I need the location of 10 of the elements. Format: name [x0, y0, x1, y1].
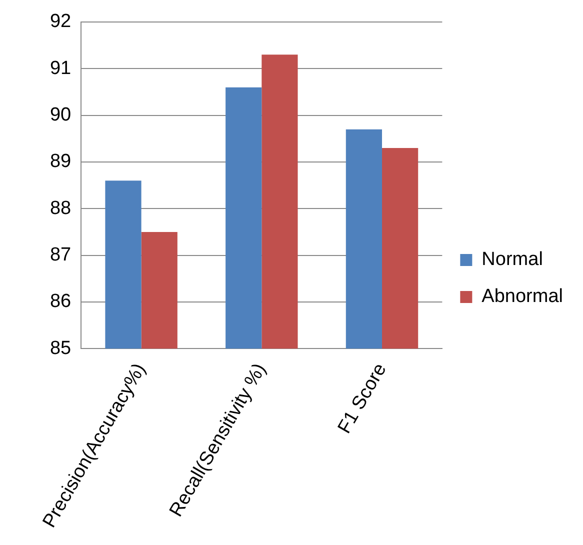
y-tick-label: 91 [50, 58, 72, 79]
y-tick-label: 88 [50, 198, 72, 219]
legend-label: Normal [482, 249, 543, 270]
y-tick-label: 87 [50, 244, 72, 266]
y-tick-label: 86 [50, 291, 72, 312]
y-tick-label: 92 [50, 11, 72, 32]
y-tick-label: 85 [50, 338, 72, 359]
y-tick-label: 89 [50, 151, 72, 172]
legend-label: Abnormal [482, 286, 564, 308]
y-tick-label: 90 [50, 104, 72, 126]
